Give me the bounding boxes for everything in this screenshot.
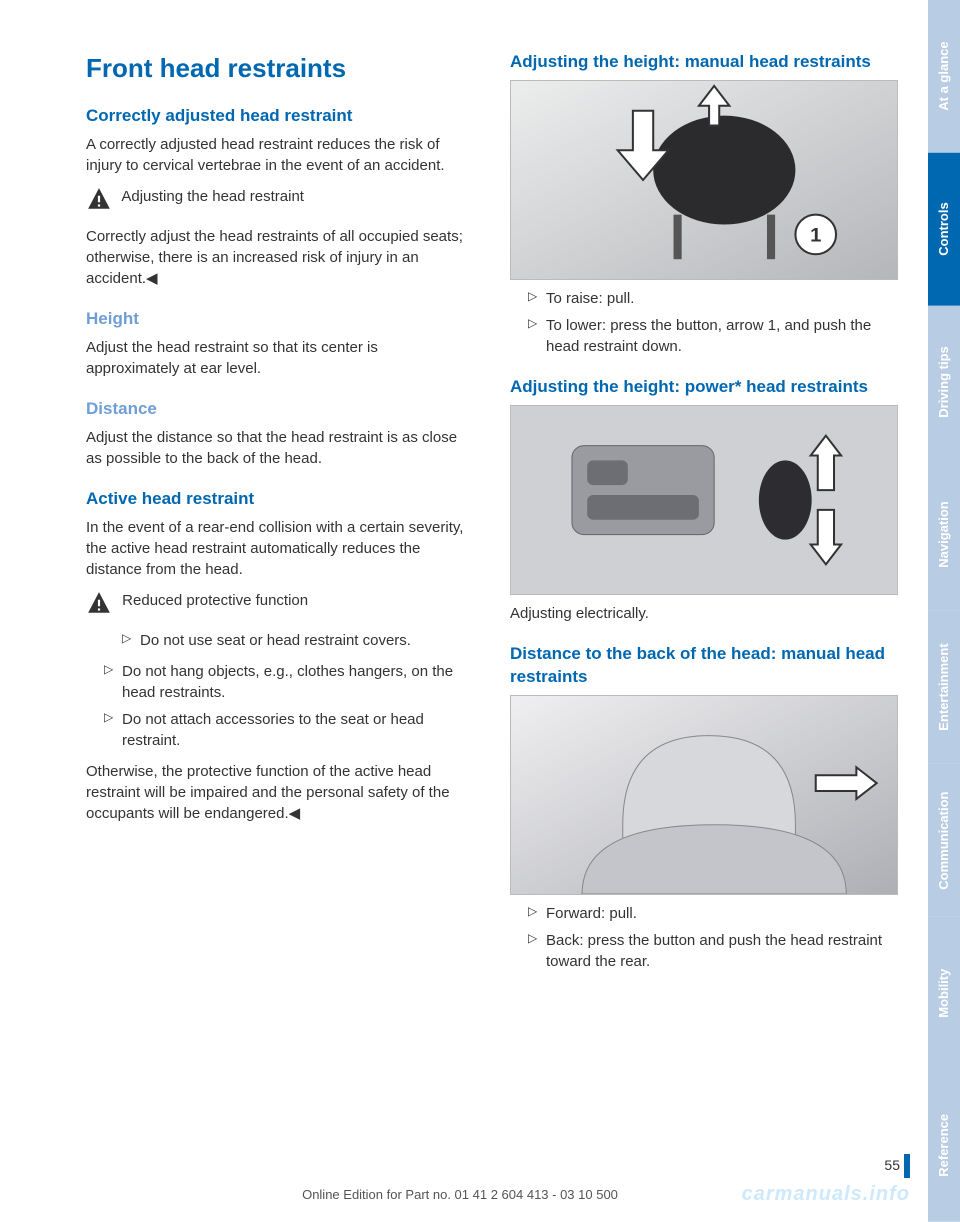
heading-distance-back: Distance to the back of the head: manual… xyxy=(510,642,898,690)
tab-navigation[interactable]: Navigation xyxy=(928,458,960,611)
side-tabs: At a glance Controls Driving tips Naviga… xyxy=(928,0,960,1222)
right-column: Adjusting the height: manual head restra… xyxy=(510,50,898,1222)
tab-driving-tips[interactable]: Driving tips xyxy=(928,306,960,459)
tab-mobility[interactable]: Mobility xyxy=(928,917,960,1070)
page-title: Front head restraints xyxy=(86,50,474,86)
warning-icon xyxy=(86,590,112,622)
heading-adjust-power: Adjusting the height: power* head restra… xyxy=(510,375,898,399)
list-item: Forward: pull. xyxy=(528,903,898,924)
figure-distance xyxy=(510,695,898,895)
body-text: A correctly adjusted head restraint redu… xyxy=(86,134,474,176)
warning-icon xyxy=(86,186,112,218)
svg-text:1: 1 xyxy=(810,224,821,246)
body-text: Adjust the distance so that the head res… xyxy=(86,427,474,469)
tab-communication[interactable]: Communication xyxy=(928,764,960,917)
figure-power-height xyxy=(510,405,898,595)
list-item: Do not hang objects, e.g., clothes hange… xyxy=(104,661,474,703)
warning-block: Adjusting the head restraint Correctly a… xyxy=(86,186,474,289)
warning-block: Reduced protective function Do not use s… xyxy=(86,590,474,751)
body-text: Otherwise, the protective function of th… xyxy=(86,761,474,824)
heading-distance: Distance xyxy=(86,397,474,421)
body-text: In the event of a rear-end collision wit… xyxy=(86,517,474,580)
tab-controls[interactable]: Controls xyxy=(928,153,960,306)
figure-manual-height: 1 xyxy=(510,80,898,280)
heading-active-restraint: Active head restraint xyxy=(86,487,474,511)
heading-height: Height xyxy=(86,307,474,331)
tab-at-a-glance[interactable]: At a glance xyxy=(928,0,960,153)
figure-caption: Adjusting electrically. xyxy=(510,603,898,624)
warning-title: Adjusting the head restraint xyxy=(121,188,304,205)
warning-body: Correctly adjust the head restraints of … xyxy=(86,226,474,289)
body-text: Adjust the head restraint so that its ce… xyxy=(86,337,474,379)
list-item: Back: press the button and push the head… xyxy=(528,930,898,972)
left-column: Front head restraints Correctly adjusted… xyxy=(86,50,474,1222)
list-item: To raise: pull. xyxy=(528,288,898,309)
page-number: 55 xyxy=(880,1154,910,1178)
heading-correctly-adjusted: Correctly adjusted head restraint xyxy=(86,104,474,128)
heading-adjust-manual: Adjusting the height: manual head restra… xyxy=(510,50,898,74)
list-item: Do not use seat or head restraint covers… xyxy=(122,630,474,651)
list-item: To lower: press the button, arrow 1, and… xyxy=(528,315,898,357)
warning-title: Reduced protective function xyxy=(122,592,308,609)
tab-entertainment[interactable]: Entertainment xyxy=(928,611,960,764)
tab-reference[interactable]: Reference xyxy=(928,1069,960,1222)
list-item: Do not attach accessories to the seat or… xyxy=(104,709,474,751)
watermark: carmanuals.info xyxy=(742,1180,910,1208)
